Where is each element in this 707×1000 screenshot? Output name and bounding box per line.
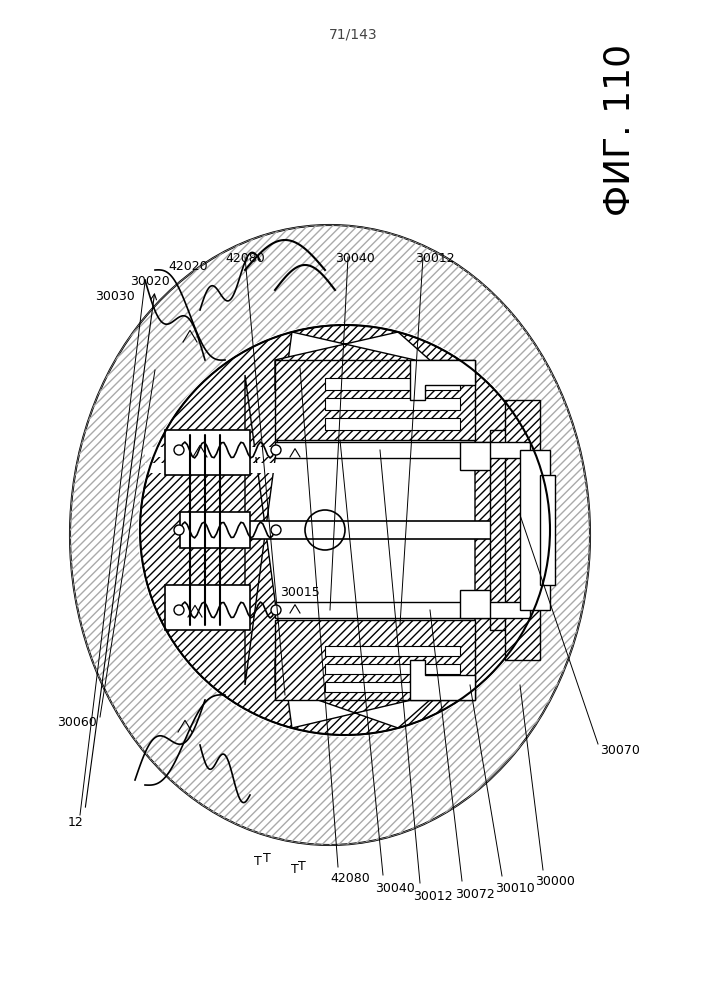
Text: 30010: 30010 bbox=[495, 882, 534, 895]
Circle shape bbox=[138, 323, 552, 737]
Circle shape bbox=[271, 525, 281, 535]
Polygon shape bbox=[275, 360, 475, 440]
Circle shape bbox=[174, 525, 184, 535]
Polygon shape bbox=[520, 450, 550, 610]
Ellipse shape bbox=[70, 225, 590, 845]
Polygon shape bbox=[275, 660, 475, 735]
Text: 30040: 30040 bbox=[375, 882, 415, 895]
Text: 30020: 30020 bbox=[130, 275, 170, 288]
Text: 42080: 42080 bbox=[225, 252, 264, 265]
Polygon shape bbox=[180, 512, 250, 548]
Polygon shape bbox=[398, 332, 550, 728]
Text: 42080: 42080 bbox=[330, 872, 370, 885]
Polygon shape bbox=[325, 664, 460, 674]
Text: 30072: 30072 bbox=[455, 888, 495, 901]
Polygon shape bbox=[540, 475, 555, 585]
Polygon shape bbox=[275, 602, 530, 618]
Polygon shape bbox=[325, 378, 460, 390]
Text: ФИГ. 110: ФИГ. 110 bbox=[603, 44, 637, 216]
Polygon shape bbox=[325, 418, 460, 430]
Circle shape bbox=[271, 605, 281, 615]
Text: T: T bbox=[291, 863, 299, 876]
Polygon shape bbox=[325, 646, 460, 656]
Polygon shape bbox=[325, 398, 460, 410]
Polygon shape bbox=[165, 585, 250, 630]
Text: 30012: 30012 bbox=[413, 890, 452, 903]
Polygon shape bbox=[275, 442, 530, 458]
Text: 30040: 30040 bbox=[335, 252, 375, 265]
Polygon shape bbox=[460, 442, 490, 470]
Polygon shape bbox=[410, 660, 475, 700]
Polygon shape bbox=[275, 620, 475, 700]
Polygon shape bbox=[505, 400, 540, 660]
Text: 30015: 30015 bbox=[280, 585, 320, 598]
Circle shape bbox=[174, 605, 184, 615]
Polygon shape bbox=[410, 360, 475, 400]
Polygon shape bbox=[145, 447, 425, 457]
Polygon shape bbox=[245, 521, 530, 539]
Text: T: T bbox=[254, 855, 262, 868]
Polygon shape bbox=[460, 590, 490, 618]
Polygon shape bbox=[165, 430, 250, 475]
Text: 30060: 30060 bbox=[57, 716, 97, 728]
Text: 71/143: 71/143 bbox=[329, 28, 378, 42]
Polygon shape bbox=[145, 463, 425, 473]
Text: T: T bbox=[298, 860, 305, 873]
Text: 30070: 30070 bbox=[600, 744, 640, 756]
Circle shape bbox=[271, 445, 281, 455]
Circle shape bbox=[174, 445, 184, 455]
Text: 12: 12 bbox=[68, 816, 83, 828]
Polygon shape bbox=[490, 430, 525, 630]
Polygon shape bbox=[325, 682, 460, 692]
Text: T: T bbox=[263, 852, 271, 865]
Text: 30000: 30000 bbox=[535, 875, 575, 888]
Polygon shape bbox=[140, 332, 292, 728]
Text: 30030: 30030 bbox=[95, 290, 135, 303]
Text: 42020: 42020 bbox=[168, 260, 208, 273]
Polygon shape bbox=[275, 325, 415, 390]
Text: 30012: 30012 bbox=[415, 252, 455, 265]
